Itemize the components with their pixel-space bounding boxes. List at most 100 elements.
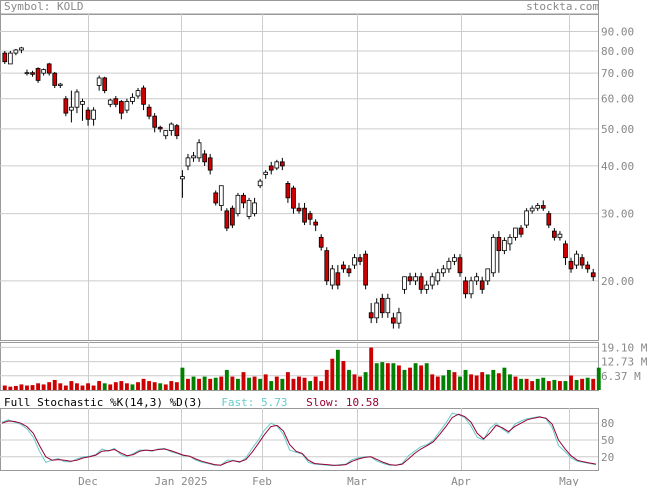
candle-body — [502, 240, 507, 252]
price-tick-label: 70.00 — [601, 67, 634, 80]
candle-body — [568, 260, 574, 270]
x-tick-label: Mar — [347, 475, 367, 486]
volume-bar — [25, 385, 29, 390]
volume-bar — [385, 363, 390, 390]
volume-bar — [441, 375, 446, 390]
volume-bar — [330, 358, 335, 390]
candle-body — [407, 276, 413, 282]
candle-body — [246, 199, 252, 217]
x-tick-label: May — [559, 475, 579, 486]
candle-body — [2, 52, 8, 63]
volume-bar — [446, 369, 451, 390]
candle-body — [513, 227, 518, 238]
volume-bar — [430, 374, 435, 390]
candle-body — [146, 106, 152, 117]
candle-body — [363, 253, 368, 286]
candle-body — [585, 264, 591, 270]
volume-bar — [452, 372, 457, 390]
volume-bar — [324, 369, 329, 390]
volume-bar — [541, 377, 546, 390]
volume-bar — [8, 386, 13, 390]
volume-bar — [524, 378, 529, 390]
site-label[interactable]: stockta.com — [526, 0, 599, 13]
x-tick-label: Dec — [78, 475, 98, 486]
candle-body — [196, 142, 202, 159]
volume-panel — [0, 342, 599, 391]
volume-bar — [335, 349, 340, 390]
volume-bar — [2, 385, 7, 390]
volume-bar — [58, 383, 63, 390]
volume-bar — [152, 382, 157, 390]
volume-bar — [596, 367, 601, 390]
stochastic-legend: Full Stochastic %K(14,3) %D(3) Fast: 5.7… — [4, 396, 379, 409]
candle-body — [579, 257, 585, 266]
candle-body — [96, 77, 102, 86]
candle-body — [113, 98, 119, 105]
volume-bar — [147, 381, 152, 390]
volume-bar — [563, 381, 568, 390]
volume-bar — [202, 376, 207, 390]
volume-bar — [502, 367, 507, 390]
candle-body — [13, 49, 19, 54]
stochastic-tick-label: 80 — [601, 417, 614, 430]
candle-body — [463, 280, 468, 295]
candle-body — [418, 276, 424, 290]
volume-bar — [413, 363, 418, 390]
candle-body — [235, 194, 241, 215]
volume-bar — [97, 381, 102, 390]
candle-body — [552, 230, 557, 238]
candle-body — [479, 280, 485, 290]
volume-bar — [574, 379, 579, 390]
candle-body — [574, 253, 579, 266]
volume-bar — [369, 347, 374, 390]
candle-body — [180, 176, 185, 180]
volume-bar — [546, 381, 551, 390]
candle-body — [396, 312, 402, 324]
candle-body — [230, 207, 235, 226]
candle-body — [191, 155, 196, 159]
candle-body — [207, 157, 213, 171]
volume-bar — [52, 379, 57, 390]
candle-body — [157, 126, 163, 130]
candle-body — [85, 109, 91, 120]
candle-body — [452, 257, 457, 262]
candle-body — [163, 130, 169, 137]
x-tick-label: Apr — [451, 475, 471, 486]
candle-body — [218, 185, 224, 206]
price-tick-label: 60.00 — [601, 93, 634, 106]
price-tick-label: 20.00 — [601, 275, 634, 288]
volume-bar — [363, 372, 368, 390]
volume-bar — [341, 360, 346, 390]
candle-body — [291, 187, 296, 209]
volume-bar — [36, 383, 41, 390]
candle-body — [152, 115, 158, 128]
volume-bar — [141, 378, 146, 390]
candle-body — [174, 125, 180, 137]
candle-body — [213, 192, 219, 204]
volume-bar — [108, 384, 113, 390]
volume-bar — [224, 369, 229, 390]
volume-bar — [535, 378, 540, 390]
candle-body — [252, 202, 257, 215]
candle-body — [335, 272, 341, 286]
volume-bar — [80, 385, 85, 390]
volume-bar — [513, 376, 518, 390]
candle-body — [274, 161, 280, 169]
volume-tick-label: 6.37 M — [601, 370, 641, 383]
candle-body — [446, 260, 452, 270]
volume-bar — [163, 384, 168, 390]
volume-bar — [230, 376, 235, 390]
volume-bar — [19, 384, 24, 390]
volume-bar — [485, 374, 490, 390]
candle-body — [41, 69, 46, 74]
candle-body — [490, 236, 496, 274]
candle-body — [19, 47, 24, 51]
volume-bar — [463, 369, 468, 390]
volume-bar — [186, 378, 190, 390]
volume-bar — [569, 375, 573, 390]
volume-bar — [174, 382, 179, 390]
volume-bar — [69, 381, 74, 390]
candle-body — [440, 268, 446, 274]
volume-bar — [313, 376, 318, 390]
volume-bar — [380, 362, 385, 390]
